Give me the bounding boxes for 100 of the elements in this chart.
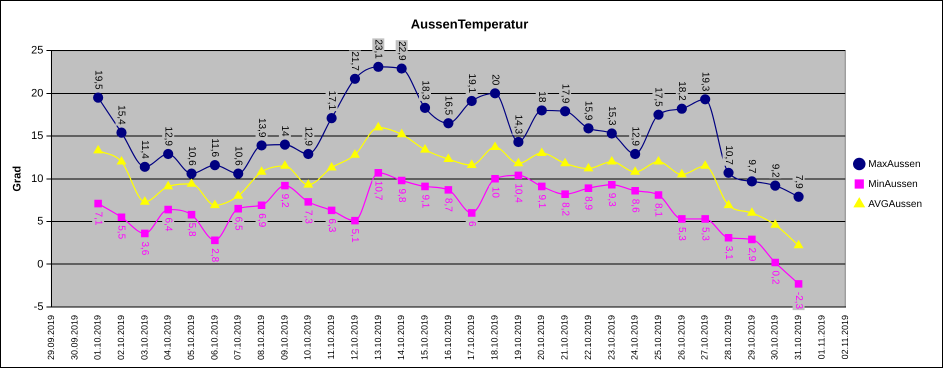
point [608, 180, 616, 189]
point [584, 184, 592, 192]
x-tick-label: 23.10.2019 [606, 314, 616, 360]
point [116, 128, 127, 138]
legend-label: AVGAussen [868, 198, 922, 210]
data-label: 9,1 [536, 194, 547, 209]
data-label: 9,2 [769, 164, 780, 178]
point [467, 160, 476, 168]
point [583, 123, 594, 134]
point [350, 150, 360, 158]
data-label: 14 [279, 125, 290, 138]
data-label: 10,6 [232, 146, 244, 166]
data-label: 9,1 [419, 194, 430, 209]
x-tick-label: 01.11.2019 [816, 314, 826, 360]
data-label: 8,9 [582, 196, 594, 211]
point [678, 215, 686, 223]
point [748, 236, 756, 244]
point [163, 148, 174, 160]
point [234, 190, 243, 199]
data-label: 5,3 [676, 226, 688, 242]
data-label: 13,9 [256, 118, 267, 138]
x-tick-label: 03.10.2019 [139, 314, 150, 360]
data-label: 16,5 [442, 96, 454, 116]
point [374, 169, 382, 177]
point [514, 158, 523, 166]
point [326, 113, 337, 124]
x-tick-label: 04.10.2019 [162, 314, 173, 360]
point [140, 162, 150, 172]
x-tick-label: 30.10.2019 [770, 314, 780, 360]
data-label: 10,7 [722, 145, 734, 166]
data-label: 9,8 [396, 188, 407, 203]
point [537, 148, 546, 156]
data-label: 6,3 [326, 218, 337, 233]
x-tick-label: 09.10.2019 [279, 314, 290, 360]
point [513, 136, 524, 148]
point [256, 140, 267, 151]
data-label: 7,1 [92, 212, 104, 226]
point [233, 168, 244, 179]
data-label: 22,9 [396, 41, 407, 61]
point [280, 139, 290, 150]
x-tick-label: 16.10.2019 [442, 314, 453, 360]
data-label: 20 [489, 74, 500, 86]
x-tick-label: 02.11.2019 [840, 314, 850, 360]
point [770, 180, 780, 191]
x-tick-label: 24.10.2019 [630, 314, 640, 360]
x-tick-label: 19.10.2019 [512, 314, 523, 360]
data-label: 8,6 [629, 198, 640, 214]
point [421, 182, 429, 190]
point [328, 206, 336, 214]
legend-label: MinAussen [868, 178, 918, 190]
data-label: 5,1 [349, 228, 360, 243]
point [747, 208, 756, 216]
x-tick-label: 18.10.2019 [490, 314, 500, 360]
point [327, 162, 336, 171]
point [93, 92, 104, 103]
x-tick-label: 27.10.2019 [700, 314, 710, 360]
data-label: 0,2 [769, 270, 780, 285]
point [118, 213, 126, 222]
point [444, 186, 452, 194]
point [397, 129, 406, 138]
point [211, 236, 219, 244]
x-tick-label: 22.10.2019 [582, 314, 593, 360]
point [560, 106, 570, 116]
data-label: 15,3 [606, 106, 618, 126]
point [258, 201, 266, 210]
data-label: 17,1 [326, 90, 337, 111]
x-tick-label: 13.10.2019 [372, 314, 383, 360]
y-tick-label: 0 [37, 258, 44, 270]
x-tick-label: 05.10.2019 [186, 314, 196, 360]
x-tick-label: 20.10.2019 [536, 314, 546, 360]
x-tick-label: 12.10.2019 [349, 314, 360, 360]
point [654, 156, 663, 165]
point [770, 220, 780, 228]
point [164, 181, 173, 190]
y-tick-label: 25 [31, 44, 44, 57]
data-label: 12,9 [302, 126, 314, 146]
data-label: 14,3 [512, 114, 524, 134]
point [304, 198, 312, 206]
point [794, 240, 804, 248]
data-label: 5,3 [699, 226, 710, 242]
point [654, 191, 662, 199]
point [794, 280, 802, 288]
point [490, 88, 500, 98]
point [724, 200, 734, 208]
data-label: 5,8 [186, 222, 197, 238]
point [630, 166, 640, 175]
point [584, 163, 593, 172]
point [700, 94, 710, 104]
x-tick-label: 29.10.2019 [746, 314, 756, 360]
point [351, 216, 359, 224]
point [350, 74, 360, 84]
data-label: 10,4 [512, 183, 524, 204]
point [538, 182, 546, 190]
data-label: 23,1 [372, 39, 384, 60]
point [491, 174, 499, 183]
point [677, 169, 686, 178]
point [466, 96, 477, 106]
data-label: 11,6 [209, 138, 220, 158]
point [653, 110, 664, 120]
chart-title: AussenTemperatur [410, 16, 528, 32]
